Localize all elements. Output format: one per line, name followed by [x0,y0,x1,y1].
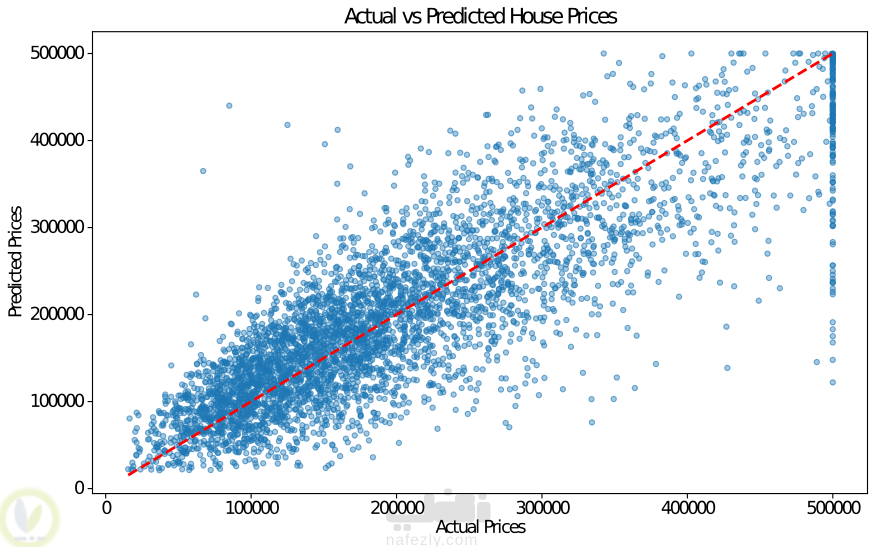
svg-text:nafezly.com: nafezly.com [386,532,479,547]
